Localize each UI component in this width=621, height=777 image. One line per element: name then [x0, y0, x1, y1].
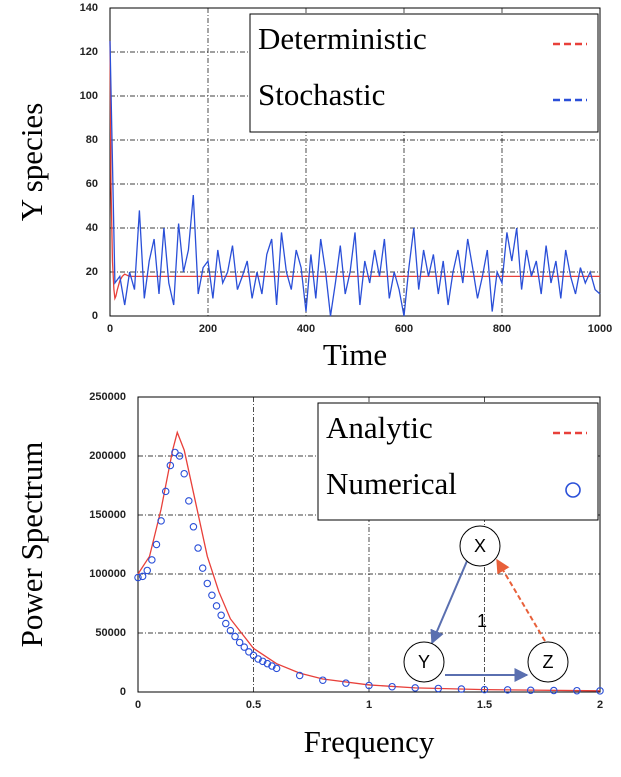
data-point	[235, 638, 244, 647]
data-point	[134, 573, 142, 582]
data-point	[217, 611, 225, 620]
x-tick-label: 2	[597, 699, 603, 711]
data-point	[231, 632, 239, 641]
x-tick-label: 600	[395, 323, 413, 335]
data-point	[411, 684, 419, 692]
data-point	[194, 544, 202, 552]
y-tick-label: 250000	[89, 391, 126, 403]
data-point	[596, 687, 604, 695]
x-tick-label: 400	[297, 323, 315, 335]
data-point	[180, 469, 188, 478]
data-point	[175, 452, 184, 460]
x-tick-label: 1	[366, 699, 372, 711]
data-point	[457, 685, 466, 693]
data-point	[166, 461, 175, 470]
data-point	[161, 487, 170, 496]
y-tick-label: 150000	[89, 509, 126, 521]
data-point	[203, 579, 212, 588]
node-label: X	[474, 536, 486, 556]
x-tick-label: 0	[135, 699, 141, 711]
data-point	[503, 686, 512, 694]
y-tick-label: 100000	[89, 568, 126, 580]
data-point	[254, 655, 262, 663]
x-tick-label: 0.5	[246, 699, 261, 711]
data-point	[240, 643, 249, 651]
y-tick-label: 120	[80, 46, 98, 58]
series-line	[109, 40, 601, 317]
y-tick-label: 140	[80, 2, 98, 14]
node-circle	[403, 641, 445, 683]
legend-box	[317, 402, 599, 521]
data-point	[189, 523, 198, 531]
data-point	[148, 556, 156, 564]
y-tick-label: 20	[86, 266, 98, 278]
data-point	[573, 686, 581, 695]
data-point	[171, 448, 179, 457]
x-tick-label: 1.5	[477, 699, 492, 711]
y-tick-label: 50000	[95, 627, 126, 639]
x-axis-label: Time	[323, 337, 387, 372]
x-tick-label: 1000	[588, 323, 612, 335]
legend-label: Numerical	[326, 466, 457, 501]
data-point	[185, 497, 193, 505]
data-point	[222, 619, 230, 628]
node-circle	[459, 525, 501, 567]
legend-label: Stochastic	[258, 77, 385, 112]
y-tick-label: 60	[86, 178, 98, 190]
legend-symbol	[565, 482, 581, 498]
data-point	[258, 657, 267, 666]
x-axis-label: Frequency	[304, 724, 435, 759]
y-tick-label: 0	[92, 310, 98, 322]
data-point	[319, 676, 327, 684]
y-tick-label: 100	[80, 90, 98, 102]
data-point	[212, 602, 221, 610]
data-point	[272, 664, 281, 673]
data-point	[268, 662, 276, 670]
x-tick-label: 800	[493, 323, 511, 335]
edge-label: 1	[477, 611, 487, 631]
y-tick-label: 0	[120, 686, 126, 698]
data-point	[434, 684, 443, 693]
y-axis-label: Power Spectrum	[14, 442, 49, 648]
node-label: Z	[543, 652, 554, 672]
data-point	[365, 681, 373, 690]
y-tick-label: 200000	[89, 450, 126, 462]
x-tick-label: 200	[199, 323, 217, 335]
data-point	[526, 686, 535, 694]
y-tick-label: 40	[86, 222, 98, 234]
y-tick-label: 80	[86, 134, 98, 146]
legend-label: Analytic	[326, 410, 433, 445]
data-point	[550, 686, 558, 695]
data-point	[152, 540, 161, 549]
data-point	[249, 651, 258, 660]
data-point	[480, 685, 489, 694]
data-point	[263, 659, 272, 668]
node-label: Y	[418, 652, 430, 672]
legend-box	[249, 13, 599, 133]
data-point	[226, 626, 235, 635]
legend-label: Deterministic	[258, 21, 427, 56]
data-point	[198, 564, 207, 572]
data-point	[157, 517, 165, 525]
series-line	[109, 40, 600, 301]
data-point	[295, 671, 304, 680]
x-tick-label: 0	[107, 323, 113, 335]
y-axis-label: Y species	[14, 103, 49, 222]
data-point	[388, 682, 396, 691]
data-point	[245, 648, 253, 656]
data-point	[342, 679, 350, 687]
data-point	[143, 566, 151, 575]
node-circle	[527, 641, 569, 683]
data-point	[138, 572, 147, 581]
series-line	[137, 430, 601, 692]
edge	[430, 560, 468, 645]
data-point	[208, 591, 216, 599]
